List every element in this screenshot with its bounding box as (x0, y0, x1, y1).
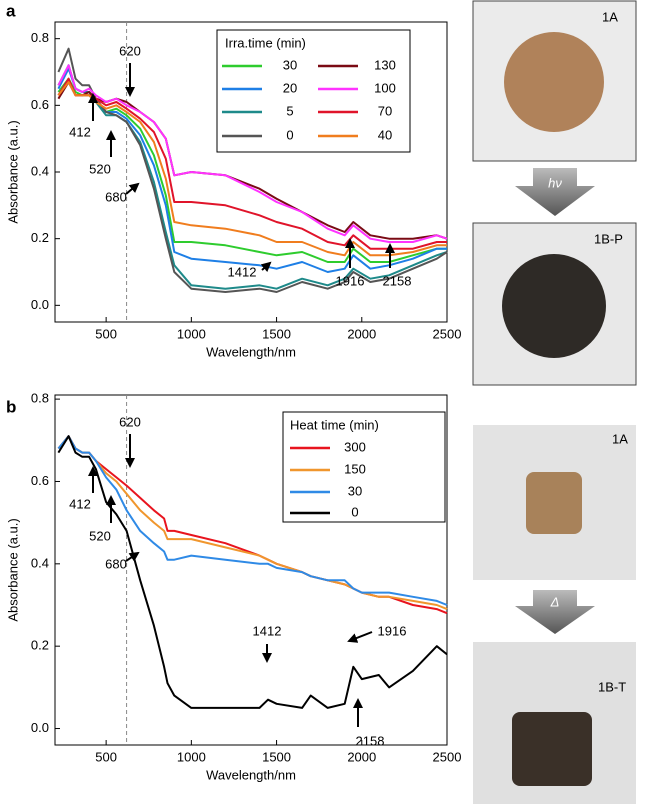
legend-box (216, 29, 411, 153)
panel-label: b (6, 397, 16, 416)
legend-label: 30 (348, 483, 362, 498)
x-tick-label: 2500 (433, 749, 462, 764)
y-tick-label: 0.0 (31, 297, 49, 312)
x-axis-label: Wavelength/nm (206, 344, 296, 359)
annotation: 2158 (356, 733, 385, 748)
sample (512, 712, 592, 786)
y-axis-label: Absorbance (a.u.) (5, 120, 20, 223)
transition-label: hν (548, 175, 562, 190)
annotation: 620 (119, 43, 141, 58)
transition-label: Δ (550, 594, 560, 609)
legend-box (282, 411, 446, 523)
panel-label: a (6, 1, 16, 20)
plot-frame (54, 394, 448, 746)
legend-label: 100 (374, 80, 396, 95)
y-tick-label: 0.8 (31, 391, 49, 406)
sample (504, 32, 604, 132)
legend-title: Irra.time (min) (225, 35, 306, 50)
annotation: 1916 (336, 273, 365, 288)
photo-label: 1A (612, 431, 628, 446)
y-tick-label: 0.8 (31, 30, 49, 45)
legend-label: 0 (286, 127, 293, 142)
y-axis-label: Absorbance (a.u.) (5, 518, 20, 621)
legend-label: 5 (286, 103, 293, 118)
legend-label: 20 (283, 80, 297, 95)
legend-label: 300 (344, 439, 366, 454)
annotation: 520 (89, 528, 111, 543)
x-tick-label: 2000 (347, 326, 376, 341)
legend-label: 150 (344, 461, 366, 476)
sample (526, 472, 582, 534)
legend-label: 30 (283, 57, 297, 72)
x-tick-label: 500 (95, 326, 117, 341)
y-tick-label: 0.4 (31, 555, 49, 570)
annotation-arrow (260, 261, 272, 273)
x-tick-label: 1000 (177, 749, 206, 764)
series-line (57, 64, 448, 243)
photo-label: 1A (602, 9, 618, 24)
annotation: 680 (105, 556, 127, 571)
y-tick-label: 0.4 (31, 163, 49, 178)
photo-label: 1B-P (594, 231, 623, 246)
photo-label: 1B-T (598, 679, 626, 694)
x-tick-label: 2000 (347, 749, 376, 764)
arrow (515, 168, 595, 216)
legend-label: 70 (378, 103, 392, 118)
x-tick-label: 500 (95, 749, 117, 764)
annotation: 680 (105, 189, 127, 204)
legend-title: Heat time (min) (290, 417, 379, 432)
annotation: 412 (69, 124, 91, 139)
legend-label: 0 (351, 504, 358, 519)
y-tick-label: 0.2 (31, 230, 49, 245)
y-tick-label: 0.2 (31, 638, 49, 653)
annotation: 1412 (228, 264, 257, 279)
sample (502, 254, 606, 358)
x-tick-label: 1500 (262, 749, 291, 764)
annotation: 520 (89, 161, 111, 176)
series-line (57, 435, 448, 606)
annotation-arrow (125, 551, 140, 562)
series-line (57, 47, 448, 293)
y-tick-label: 0.6 (31, 473, 49, 488)
x-tick-label: 1000 (177, 326, 206, 341)
annotation-arrow (347, 631, 373, 643)
y-tick-label: 0.6 (31, 97, 49, 112)
annotation: 1916 (378, 623, 407, 638)
arrow (515, 590, 595, 634)
x-axis-label: Wavelength/nm (206, 767, 296, 782)
annotation-arrow (125, 182, 140, 195)
y-tick-label: 0.0 (31, 720, 49, 735)
legend-label: 130 (374, 57, 396, 72)
x-tick-label: 1500 (262, 326, 291, 341)
annotation: 412 (69, 496, 91, 511)
annotation: 620 (119, 414, 141, 429)
x-tick-label: 2500 (433, 326, 462, 341)
legend-label: 40 (378, 127, 392, 142)
annotation: 2158 (383, 273, 412, 288)
annotation: 1412 (253, 623, 282, 638)
